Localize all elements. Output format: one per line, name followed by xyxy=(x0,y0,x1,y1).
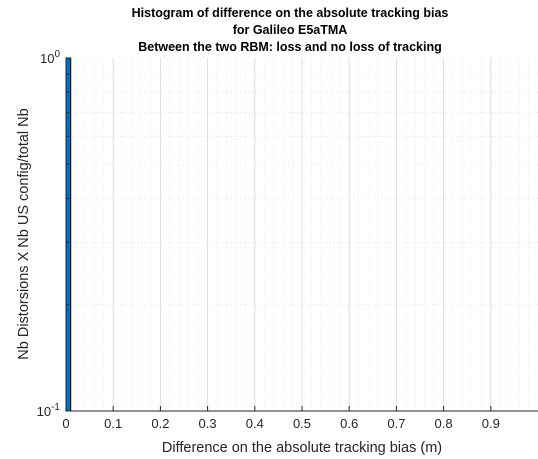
x-tick-label: 0.4 xyxy=(246,416,264,431)
y-axis-label: Nb Distorsions X Nb US config/total Nb xyxy=(16,108,32,359)
x-axis-ticks: 0 0.1 0.2 0.3 0.4 0.5 0.6 0.7 0.8 0.9 xyxy=(62,406,500,431)
x-tick-label: 0.5 xyxy=(293,416,311,431)
y-axis-ticks: 10-1 100 xyxy=(37,49,71,419)
x-tick-label: 0.6 xyxy=(340,416,358,431)
x-tick-label: 0.3 xyxy=(199,416,217,431)
chart-title: Histogram of difference on the absolute … xyxy=(132,6,449,54)
title-line-2: for Galileo E5aTMA xyxy=(233,23,348,37)
y-tick-label: 100 xyxy=(40,49,60,66)
x-tick-label: 0.2 xyxy=(151,416,169,431)
x-tick-label: 0.7 xyxy=(387,416,405,431)
major-grid xyxy=(112,58,492,411)
x-tick-label: 0.8 xyxy=(435,416,453,431)
minor-grid xyxy=(66,58,538,411)
x-tick-label: 0.9 xyxy=(482,416,500,431)
title-line-1: Histogram of difference on the absolute … xyxy=(132,6,449,20)
histogram-bar xyxy=(65,57,72,412)
x-tick-label: 0.1 xyxy=(104,416,122,431)
x-tick-label: 0 xyxy=(62,416,69,431)
histogram-bars xyxy=(65,57,72,412)
title-line-3: Between the two RBM: loss and no loss of… xyxy=(138,40,442,54)
x-axis-label: Difference on the absolute tracking bias… xyxy=(162,440,442,456)
y-tick-label: 10-1 xyxy=(37,402,61,419)
